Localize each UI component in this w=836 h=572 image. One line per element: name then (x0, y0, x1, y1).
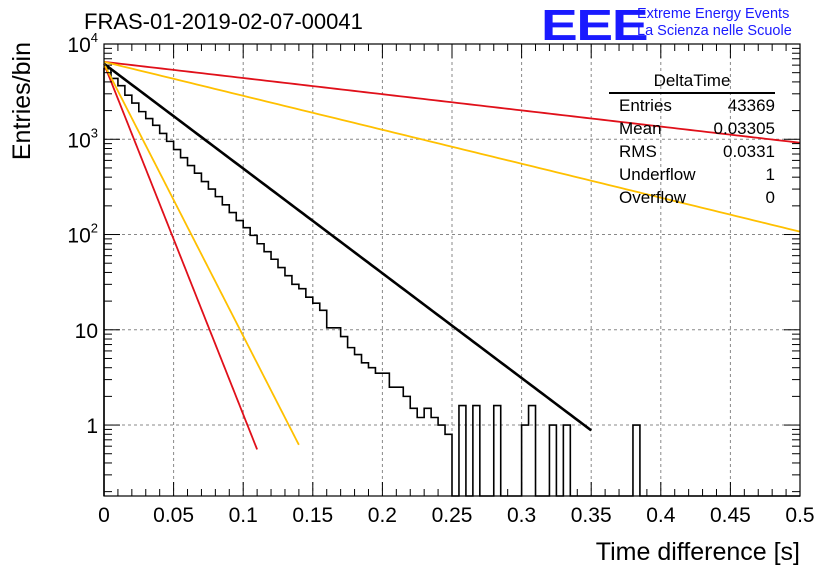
stats-row-overflow: Overflow 0 (609, 186, 775, 209)
stats-label: Underflow (619, 165, 696, 184)
stats-value: 0 (765, 188, 775, 207)
x-tick-label: 0.35 (571, 504, 612, 527)
x-tick-label: 0.25 (432, 504, 473, 527)
logo-caption-line1: Extreme Energy Events (637, 6, 790, 22)
stats-row-underflow: Underflow 1 (609, 163, 775, 186)
fit-curve-4 (103, 60, 801, 233)
fit-curve-3 (103, 60, 801, 144)
stats-label: Entries (619, 96, 672, 115)
x-tick-label: 0.1 (229, 504, 258, 527)
y-tick-label: 103 (67, 125, 98, 152)
x-tick-label: 0.15 (292, 504, 333, 527)
x-tick-label: 0.5 (785, 504, 814, 527)
stats-value: 1 (765, 165, 775, 184)
fit-curve-2 (103, 63, 300, 446)
fit-curve-0 (103, 62, 592, 432)
x-tick-label: 0 (98, 504, 110, 527)
stats-row-mean: Mean 0.03305 (609, 117, 775, 140)
x-axis-title: Time difference [s] (596, 538, 800, 566)
fit-curve-1 (103, 63, 258, 450)
x-tick-label: 0.2 (368, 504, 397, 527)
stats-value: 0.0331 (723, 142, 775, 161)
stats-row-rms: RMS 0.0331 (609, 140, 775, 163)
y-tick-label: 1 (86, 415, 98, 438)
logo-caption-line2: La Scienza nelle Scuole (637, 23, 792, 39)
logo-caption: Extreme Energy Events La Scienza nelle S… (637, 6, 792, 40)
stats-value: 43369 (727, 96, 775, 115)
stats-label: RMS (619, 142, 657, 161)
stats-row-entries: Entries 43369 (609, 94, 775, 117)
x-tick-label: 0.05 (153, 504, 194, 527)
chart-title: FRAS-01-2019-02-07-00041 (84, 9, 363, 34)
stats-value: 0.03305 (713, 119, 775, 138)
stats-label: Mean (619, 119, 662, 138)
y-tick-label: 104 (67, 30, 98, 57)
y-tick-label: 102 (67, 221, 98, 248)
y-axis-title: Entries/bin (8, 42, 36, 160)
y-tick-label: 10 (75, 320, 98, 343)
eee-logo: EEE (541, 1, 649, 50)
x-tick-label: 0.4 (646, 504, 676, 527)
x-tick-label: 0.45 (710, 504, 751, 527)
stats-label: Overflow (619, 188, 687, 207)
stats-box-title: DeltaTime (609, 70, 775, 94)
x-tick-label: 0.3 (507, 504, 536, 527)
stats-box: DeltaTime Entries 43369 Mean 0.03305 RMS… (609, 70, 775, 209)
